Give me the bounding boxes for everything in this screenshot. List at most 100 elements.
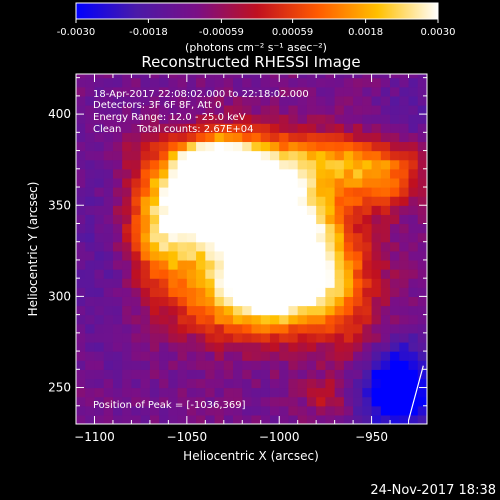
heatmap-cell <box>196 314 206 325</box>
heatmap-cell <box>233 351 243 361</box>
heatmap-cell <box>288 414 299 424</box>
heatmap-cell <box>306 278 317 288</box>
heatmap-cell <box>131 378 142 389</box>
heatmap-cell <box>177 405 188 416</box>
heatmap-cell <box>233 74 243 79</box>
heatmap-cell <box>76 150 86 161</box>
heatmap-cell <box>131 259 142 270</box>
heatmap-cell <box>269 250 280 261</box>
heatmap-cell <box>149 378 160 389</box>
heatmap-cell <box>94 168 105 179</box>
heatmap-cell <box>260 86 271 97</box>
heatmap-cell <box>297 351 308 361</box>
heatmap-cell <box>353 196 363 206</box>
heatmap-cell <box>140 414 151 424</box>
heatmap-cell <box>269 132 280 143</box>
heatmap-cell <box>269 287 280 297</box>
colorbar-tick-label: -0.00059 <box>199 27 244 38</box>
heatmap-cell <box>408 177 419 188</box>
heatmap-cell <box>149 287 160 297</box>
heatmap-cell <box>390 123 400 133</box>
heatmap-cell <box>122 259 133 270</box>
heatmap-cell <box>390 414 400 424</box>
heatmap-cell <box>390 369 400 380</box>
heatmap-cell <box>251 305 262 316</box>
heatmap-cell <box>260 104 271 115</box>
heatmap-cell <box>417 305 427 316</box>
heatmap-cell <box>177 378 188 389</box>
heatmap-cell <box>288 360 299 370</box>
heatmap-cell <box>186 250 197 261</box>
heatmap-cell <box>94 369 105 380</box>
heatmap-cell <box>380 323 391 334</box>
heatmap-cell <box>94 269 105 279</box>
heatmap-cell <box>334 278 345 288</box>
heatmap-cell <box>214 86 225 97</box>
heatmap-cell <box>196 132 206 143</box>
heatmap-cell <box>316 196 326 206</box>
heatmap-cell <box>362 214 373 225</box>
heatmap-cell <box>334 351 345 361</box>
heatmap-cell <box>131 360 142 370</box>
heatmap-cell <box>159 214 169 225</box>
heatmap-cell <box>103 77 114 88</box>
heatmap-cell <box>306 114 317 124</box>
heatmap-cell <box>177 177 188 188</box>
heatmap-cell <box>260 141 271 152</box>
heatmap-cell <box>76 341 86 352</box>
heatmap-cell <box>279 159 290 170</box>
heatmap-cell <box>343 104 354 115</box>
heatmap-cell <box>325 123 336 133</box>
heatmap-cell <box>260 77 271 88</box>
heatmap-cell <box>103 205 114 215</box>
heatmap-cell <box>233 141 243 152</box>
heatmap-cell <box>159 332 169 343</box>
heatmap-cell <box>149 387 160 398</box>
heatmap-cell <box>380 205 391 215</box>
heatmap-cell <box>186 114 197 124</box>
heatmap-cell <box>325 323 336 334</box>
heatmap-cell <box>233 341 243 352</box>
heatmap-cell <box>149 104 160 115</box>
heatmap-cell <box>149 269 160 279</box>
heatmap-cell <box>223 314 234 325</box>
heatmap-cell <box>399 369 410 380</box>
heatmap-cell <box>103 332 114 343</box>
heatmap-cell <box>399 95 410 106</box>
heatmap-cell <box>103 378 114 389</box>
heatmap-cell <box>85 104 96 115</box>
heatmap-cell <box>251 369 262 380</box>
heatmap-cell <box>131 241 142 252</box>
heatmap-cell <box>399 387 410 398</box>
heatmap-cell <box>297 187 308 197</box>
heatmap-cell <box>196 332 206 343</box>
heatmap-cell <box>399 214 410 225</box>
heatmap-cell <box>251 269 262 279</box>
heatmap-cell <box>325 405 336 416</box>
heatmap-cell <box>279 369 290 380</box>
heatmap-cell <box>233 278 243 288</box>
heatmap-cell <box>103 351 114 361</box>
heatmap-cell <box>177 77 188 88</box>
heatmap-cell <box>390 351 400 361</box>
heatmap-cell <box>94 141 105 152</box>
heatmap-cell <box>334 168 345 179</box>
heatmap-cell <box>242 196 253 206</box>
heatmap-cell <box>316 177 326 188</box>
heatmap-cell <box>380 287 391 297</box>
heatmap-cell <box>196 369 206 380</box>
heatmap-cell <box>353 296 363 307</box>
heatmap-cell <box>325 232 336 243</box>
heatmap-cell <box>417 150 427 161</box>
heatmap-cell <box>205 414 216 424</box>
heatmap-cell <box>260 114 271 124</box>
heatmap-cell <box>417 95 427 106</box>
heatmap-cell <box>260 74 271 79</box>
heatmap-cell <box>85 241 96 252</box>
heatmap-cell <box>103 296 114 307</box>
heatmap-cell <box>316 323 326 334</box>
heatmap-cell <box>112 196 123 206</box>
heatmap-cell <box>399 314 410 325</box>
heatmap-cell <box>260 378 271 389</box>
heatmap-cell <box>149 123 160 133</box>
